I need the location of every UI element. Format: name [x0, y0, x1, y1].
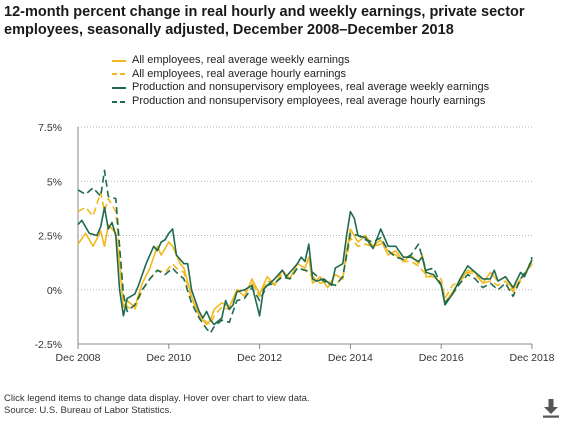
- legend-item-prod-weekly[interactable]: Production and nonsupervisory employees,…: [112, 81, 489, 95]
- y-tick-label: 7.5%: [38, 122, 62, 134]
- legend-label: All employees, real average weekly earni…: [132, 54, 350, 66]
- legend-label: Production and nonsupervisory employees,…: [132, 81, 490, 94]
- legend-item-prod-hourly[interactable]: Production and nonsupervisory employees,…: [112, 95, 489, 109]
- legend-swatch-solid-yellow: [112, 59, 126, 62]
- chart-title: 12-month percent change in real hourly a…: [4, 3, 564, 39]
- series-all-weekly-line: [77, 223, 533, 326]
- x-tick-label: Dec 2018: [510, 352, 555, 364]
- legend-label: Production and nonsupervisory employees,…: [132, 94, 486, 107]
- download-icon[interactable]: [542, 398, 560, 418]
- footnote-source: Source: U.S. Bureau of Labor Statistics.: [4, 405, 172, 416]
- line-chart[interactable]: -2.5% 0% 2.5% 5% 7.5% Dec 2008 Dec 2010 Dec 201…: [0, 0, 569, 390]
- y-tick-label: 0%: [47, 285, 62, 297]
- legend-item-all-weekly[interactable]: All employees, real average weekly earni…: [112, 54, 489, 68]
- legend-swatch-dashed-green: [112, 100, 126, 103]
- x-tick-label: Dec 2010: [146, 352, 191, 364]
- x-tick-label: Dec 2012: [237, 352, 282, 364]
- series-prod-hourly-line: [77, 169, 533, 334]
- legend-swatch-dashed-yellow: [112, 73, 126, 76]
- legend-item-all-hourly[interactable]: All employees, real average hourly earni…: [112, 68, 489, 82]
- x-tick-label: Dec 2016: [419, 352, 464, 364]
- x-tick-label: Dec 2008: [56, 352, 101, 364]
- series-prod-weekly-line: [77, 206, 533, 326]
- x-tick-label: Dec 2014: [328, 352, 373, 364]
- footnote-instructions: Click legend items to change data displa…: [4, 393, 310, 404]
- y-tick-label: -2.5%: [35, 339, 62, 351]
- legend-label: All employees, real average hourly earni…: [132, 67, 347, 80]
- y-tick-label: 5%: [47, 176, 62, 188]
- footnote: Click legend items to change data displa…: [4, 393, 310, 417]
- chart-title-line-2: employees, seasonally adjusted, December…: [4, 22, 454, 38]
- chart-title-line-1: 12-month percent change in real hourly a…: [4, 4, 525, 20]
- legend-swatch-solid-green: [112, 86, 126, 89]
- legend: All employees, real average weekly earni…: [112, 54, 489, 108]
- y-tick-label: 2.5%: [38, 231, 62, 243]
